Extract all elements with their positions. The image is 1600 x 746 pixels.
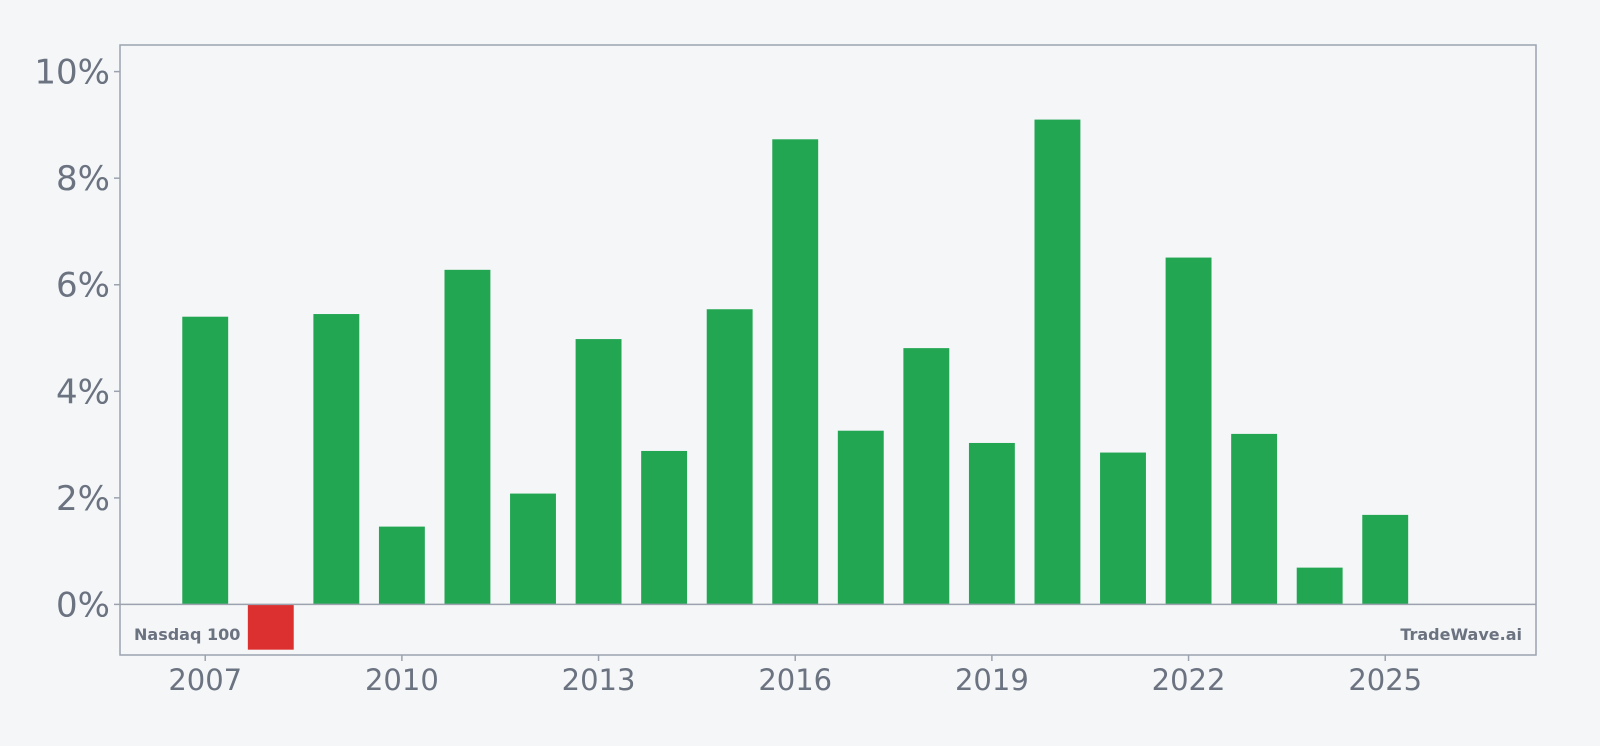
x-tick-label: 2019 [955,663,1029,697]
x-tick-label: 2007 [168,663,242,697]
brand-watermark: TradeWave.ai [1400,625,1522,644]
y-axis: 0% 2% 4% 6% 8% 10% [34,53,120,625]
y-tick-label: 4% [56,372,110,412]
bar-2022 [1165,257,1212,605]
bar-2008 [247,604,294,650]
x-tick-label: 2022 [1152,663,1226,697]
index-label: Nasdaq 100 [134,625,240,644]
bar-2020 [1034,119,1081,605]
bar-2010 [378,526,425,605]
x-tick-label: 2010 [365,663,439,697]
bar-2015 [706,309,753,605]
bar-2007 [182,316,229,605]
y-tick-label: 6% [56,266,110,306]
bar-2016 [772,139,819,605]
bar-2024 [1296,567,1343,605]
bar-2021 [1100,452,1146,605]
x-axis: 2007 2010 2013 2016 2019 2022 2025 [168,655,1422,697]
bar-2013 [575,339,622,605]
plot-frame [119,44,1537,656]
bar-2011 [444,269,491,605]
bar-2014 [641,450,688,605]
bar-2018 [903,348,950,605]
y-tick-label: 10% [34,53,110,93]
bar-2017 [837,430,884,605]
bar-2025 [1362,514,1409,605]
x-tick-label: 2013 [562,663,636,697]
bar-2009 [313,314,360,605]
y-tick-label: 0% [56,585,110,625]
bar-2012 [510,493,556,605]
x-tick-label: 2025 [1348,663,1422,697]
y-tick-label: 8% [56,159,110,199]
bar-2019 [968,442,1015,605]
bars-group [182,119,1409,650]
x-tick-label: 2016 [758,663,832,697]
bar-2023 [1231,433,1278,605]
y-tick-label: 2% [56,479,110,519]
